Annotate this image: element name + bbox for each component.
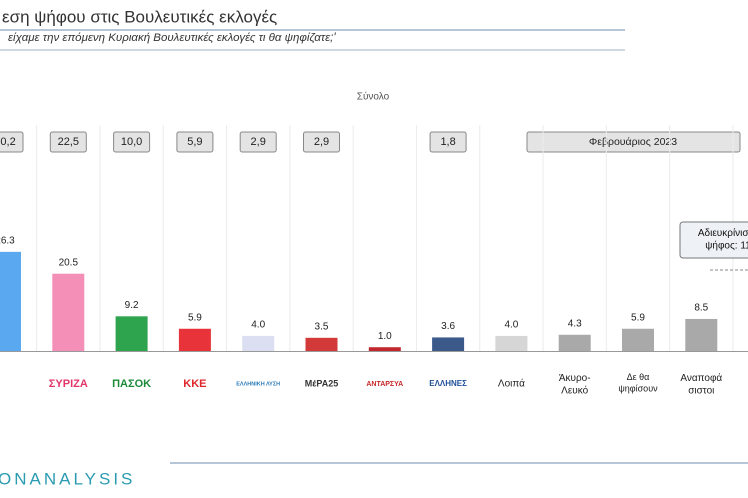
category-label: ΠΑΣΟΚ xyxy=(112,378,151,390)
period-label: Φεβρουάριος 2023 xyxy=(589,136,677,148)
bar xyxy=(495,335,528,351)
previous-box xyxy=(49,131,87,153)
value-label: 8.5 xyxy=(694,303,708,314)
bar xyxy=(368,347,401,351)
previous-label: 10,0 xyxy=(121,136,142,148)
category-label: Αναποφά σιστοι xyxy=(680,372,722,397)
bar xyxy=(0,251,21,351)
previous-box xyxy=(239,131,277,153)
previous-box xyxy=(303,131,340,153)
value-label: 3.6 xyxy=(441,321,455,332)
value-label: 3.5 xyxy=(315,321,329,332)
chart-subtitle: είχαμε την επόμενη Κυριακή Βουλευτικές ε… xyxy=(8,32,336,44)
category-label: Λοιπά xyxy=(498,378,525,390)
group-label: Σύνολο xyxy=(357,91,390,103)
value-label: 26.3 xyxy=(0,235,15,246)
annotation-box xyxy=(679,221,748,259)
previous-label: 2,9 xyxy=(314,136,329,148)
category-label: Άκυρο-Λευκό xyxy=(559,373,591,397)
bar xyxy=(242,335,275,351)
value-label: 9.2 xyxy=(125,300,139,311)
category-label: ΚΚΕ xyxy=(183,378,206,390)
category-label: ΑΝΤΑΡΣΥΑ xyxy=(366,381,403,388)
previous-box xyxy=(429,131,467,153)
previous-label: 5,9 xyxy=(187,136,202,148)
previous-box xyxy=(176,131,214,153)
category-label: ΕΛΛΗΝΕΣ xyxy=(429,379,467,388)
category-label: ΜέΡΑ25 xyxy=(305,378,338,388)
value-label: 5.9 xyxy=(188,312,202,323)
category-label: ΣΥΡΙΖΑ xyxy=(49,378,88,390)
bar xyxy=(52,273,85,351)
bar xyxy=(178,328,211,351)
bar xyxy=(685,318,718,351)
previous-box xyxy=(0,131,24,153)
bar xyxy=(558,334,591,351)
value-label: 20.5 xyxy=(59,257,79,268)
value-label: 5.9 xyxy=(631,312,645,323)
footer: ONANALYSIS xyxy=(0,469,135,488)
previous-label: 1,8 xyxy=(440,136,455,148)
bar xyxy=(432,337,465,351)
period-box xyxy=(526,131,741,153)
annotation: Αδιευκρίνιστηψήφος: 11 xyxy=(698,227,748,252)
category-label: ΕΛΛΗΝΙΚΗ ΛΥΣΗ xyxy=(236,381,280,387)
previous-box xyxy=(113,131,151,153)
bar xyxy=(305,337,338,351)
chart-title: εση ψήφου στις Βουλευτικές εκλογές xyxy=(2,7,277,26)
value-label: 1.0 xyxy=(378,331,392,342)
bar xyxy=(622,328,654,351)
previous-label: 22,5 xyxy=(58,136,79,148)
value-label: 4.0 xyxy=(251,320,265,331)
previous-label: 2,9 xyxy=(251,136,266,148)
bar xyxy=(115,316,148,351)
value-label: 4.0 xyxy=(504,320,518,331)
value-label: 4.3 xyxy=(568,318,582,329)
previous-label: 30,2 xyxy=(0,136,16,148)
category-label: Δε θα ψηφίσουν xyxy=(618,372,658,393)
